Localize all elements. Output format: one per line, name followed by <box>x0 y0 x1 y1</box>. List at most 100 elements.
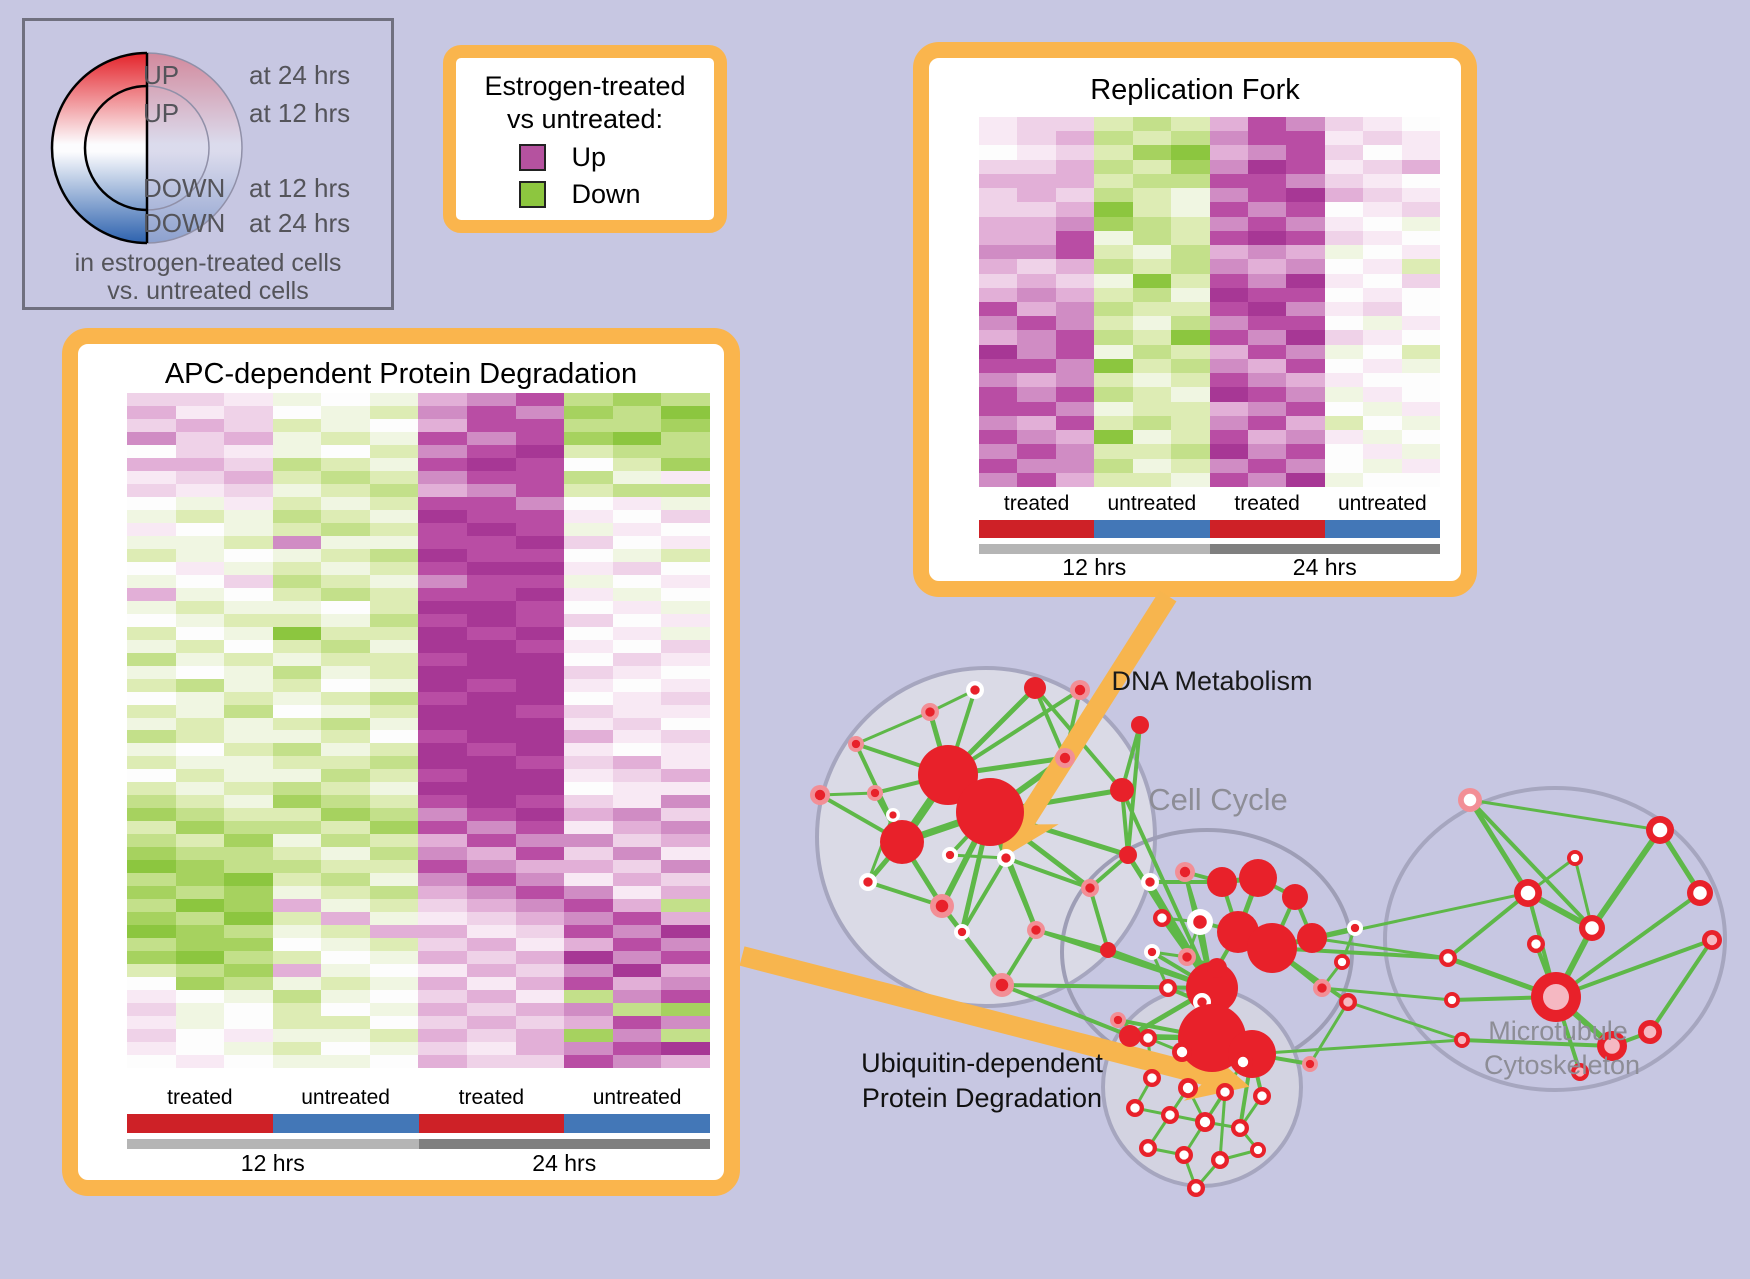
heatmap-cell <box>321 925 370 939</box>
rf-treated-untreated-bar <box>979 520 1440 538</box>
heatmap-cell <box>1132 117 1172 132</box>
heatmap-cell <box>612 431 662 445</box>
heatmap-cell <box>1401 159 1440 174</box>
heatmap-cell <box>369 509 419 523</box>
heatmap-cell <box>515 704 565 718</box>
heatmap-cell <box>661 431 710 445</box>
heatmap-cell <box>1017 202 1056 217</box>
heatmap-cell <box>175 444 225 458</box>
heatmap-cell <box>369 457 419 471</box>
heatmap-cell <box>515 613 565 627</box>
heatmap-cell <box>515 509 565 523</box>
heatmap-cell <box>321 600 370 614</box>
heatmap-cell <box>661 730 710 744</box>
12hr-bar-segment <box>979 544 1210 554</box>
heatmap-cell <box>1055 202 1095 217</box>
heatmap-cell <box>564 431 613 445</box>
heatmap-cell <box>1324 216 1364 231</box>
heatmap-cell <box>224 691 273 705</box>
heatmap-cell <box>1094 145 1133 160</box>
heatmap-cell <box>1055 159 1095 174</box>
heatmap-cell <box>467 873 516 887</box>
heatmap-cell <box>515 548 565 562</box>
heatmap-cell <box>321 899 370 913</box>
heatmap-cell <box>1132 287 1172 302</box>
heatmap-cell <box>515 483 565 497</box>
heatmap-cell <box>418 990 468 1004</box>
heatmap-cell <box>1055 245 1095 260</box>
heatmap-cell <box>1324 458 1364 473</box>
heatmap-cell <box>1401 202 1440 217</box>
heatmap-cell <box>515 600 565 614</box>
heatmap-cell <box>1363 301 1402 317</box>
heatmap-cell <box>1401 387 1440 402</box>
ring-up12-word: UP <box>143 98 180 128</box>
heatmap-cell <box>1247 216 1287 231</box>
heatmap-cell <box>418 393 468 406</box>
heatmap-cell <box>127 483 176 497</box>
heatmap-cell <box>1017 430 1056 445</box>
heatmap-cell <box>1171 202 1210 217</box>
heatmap-cell <box>467 1055 516 1068</box>
heatmap-cell <box>369 1029 419 1043</box>
heatmap-cell <box>272 691 322 705</box>
heatmap-cell <box>224 652 273 666</box>
heatmap-cell <box>1286 430 1325 445</box>
heatmap-cell <box>369 561 419 575</box>
heatmap-cell <box>1094 415 1133 431</box>
heatmap-cell <box>127 431 176 445</box>
heatmap-cell <box>1171 273 1210 288</box>
heatmap-cell <box>175 964 225 978</box>
heatmap-cell <box>272 769 322 783</box>
heatmap-cell <box>175 600 225 614</box>
heatmap-cell <box>321 743 370 757</box>
heatmap-cell <box>612 600 662 614</box>
heatmap-cell <box>1401 173 1440 189</box>
heatmap-cell <box>369 717 419 731</box>
heatmap-cell <box>1363 245 1402 260</box>
heatmap-cell <box>661 639 710 653</box>
heatmap-cell <box>1247 259 1287 274</box>
heatmap-cell <box>1363 131 1402 146</box>
heatmap-cell <box>321 704 370 718</box>
heatmap-cell <box>1209 458 1248 473</box>
heatmap-cell <box>1286 415 1325 431</box>
network-node-core <box>1305 1059 1315 1069</box>
heatmap-cell <box>515 990 565 1004</box>
heatmap-cell <box>127 509 176 523</box>
heatmap-cell <box>564 769 613 783</box>
heatmap-cell <box>467 652 516 666</box>
apc-timepoint-bar <box>127 1139 710 1149</box>
heatmap-cell <box>612 483 662 497</box>
heatmap-cell <box>612 457 662 471</box>
heatmap-cell <box>1171 287 1210 302</box>
heatmap-cell <box>1171 301 1210 317</box>
heatmap-cell <box>369 405 419 419</box>
heatmap-cell <box>369 899 419 913</box>
heatmap-cell <box>1017 458 1056 473</box>
heatmap-cell <box>224 678 273 692</box>
heatmap-cell <box>1055 316 1095 331</box>
heatmap-cell <box>612 1029 662 1043</box>
heatmap-cell <box>467 1016 516 1030</box>
heatmap-cell <box>127 457 176 471</box>
heatmap-cell <box>1247 173 1287 189</box>
heatmap-cell <box>175 834 225 848</box>
heatmap-cell <box>612 1016 662 1030</box>
heatmap-cell <box>1401 430 1440 445</box>
heatmap-cell <box>1324 415 1364 431</box>
heatmap-cell <box>175 535 225 549</box>
heatmap-cell <box>1132 301 1172 317</box>
heatmap-cell <box>224 1003 273 1017</box>
heatmap-cell <box>467 496 516 510</box>
network-edge <box>1271 946 1449 960</box>
heatmap-cell <box>127 964 176 978</box>
network-edge <box>1468 798 1594 930</box>
heatmap-cell <box>661 821 710 835</box>
heatmap-cell <box>612 717 662 731</box>
heatmap-cell <box>515 652 565 666</box>
heatmap-cell <box>321 522 370 536</box>
heatmap-cell <box>418 795 468 809</box>
heatmap-cell <box>1132 344 1172 359</box>
heatmap-cell <box>564 418 613 432</box>
